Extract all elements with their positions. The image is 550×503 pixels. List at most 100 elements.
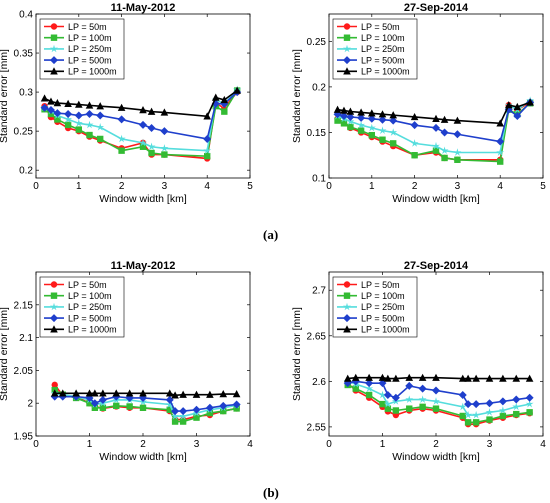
- data-point: [97, 135, 104, 143]
- x-tick-label: 4: [204, 181, 210, 192]
- y-tick-label: 0.25: [307, 37, 327, 48]
- data-point: [148, 149, 155, 157]
- data-point: [50, 389, 59, 397]
- chart-panel-4: 27-Sep-2014 0 1 2 3 4 2.55 2.6 2.65 2.7 Window wid…: [291, 260, 546, 463]
- y-tick-label: 2.05: [14, 366, 34, 377]
- legend-label: LP = 250m: [361, 44, 405, 54]
- data-point: [171, 418, 179, 425]
- legend-marker: [343, 67, 351, 75]
- y-tick-label: 2.65: [307, 331, 327, 342]
- data-point: [472, 374, 480, 382]
- data-point: [440, 115, 449, 123]
- chart-panel-2: 27-Sep-2014 0 1 2 3 4 5 0.1 0.15 0.2 0.25 Window wi…: [291, 2, 546, 205]
- data-point: [526, 98, 534, 106]
- data-point: [472, 400, 481, 409]
- data-point: [203, 112, 211, 120]
- data-point: [54, 116, 61, 123]
- data-point: [391, 393, 400, 402]
- series-5: [333, 98, 534, 127]
- data-point: [453, 130, 462, 139]
- data-point: [379, 400, 386, 408]
- data-point: [221, 108, 228, 115]
- data-point: [74, 119, 83, 127]
- data-point: [525, 393, 534, 402]
- data-point: [64, 99, 72, 108]
- data-point: [365, 379, 374, 388]
- data-point: [340, 120, 348, 127]
- data-point: [486, 416, 493, 423]
- legend-marker: [343, 325, 351, 333]
- data-point: [86, 131, 93, 139]
- data-point: [117, 134, 126, 143]
- data-point: [126, 403, 133, 410]
- data-point: [166, 406, 173, 413]
- data-point: [72, 389, 80, 397]
- data-point: [504, 101, 513, 109]
- series-line: [54, 389, 237, 423]
- legend-label: LP = 500m: [68, 55, 112, 65]
- data-point: [165, 400, 174, 408]
- data-point: [513, 102, 522, 111]
- data-point: [405, 395, 414, 403]
- data-point: [339, 112, 348, 121]
- legend-label: LP = 100m: [68, 291, 112, 301]
- y-tick-label: 2.55: [307, 422, 327, 433]
- data-point: [378, 126, 387, 135]
- x-axis-label: Window width [km]: [99, 193, 187, 205]
- data-point: [179, 407, 188, 416]
- data-point: [219, 390, 228, 398]
- data-point: [64, 109, 73, 118]
- legend-marker: [343, 314, 351, 323]
- data-point: [383, 391, 392, 399]
- series-line: [54, 392, 237, 397]
- data-point: [453, 116, 462, 124]
- data-point: [390, 140, 397, 147]
- chart-title: 27-Sep-2014: [404, 260, 469, 272]
- data-point: [496, 119, 504, 127]
- series-5: [343, 373, 534, 382]
- data-point: [85, 109, 94, 118]
- data-point: [139, 389, 147, 397]
- series-line: [54, 395, 237, 412]
- series-line: [347, 380, 530, 416]
- data-point: [139, 143, 147, 150]
- data-point: [432, 405, 440, 412]
- data-point: [64, 121, 72, 129]
- data-point: [160, 144, 169, 152]
- data-point: [139, 106, 147, 114]
- data-point: [91, 389, 99, 397]
- data-point: [453, 148, 462, 156]
- data-point: [352, 385, 359, 392]
- data-point: [392, 374, 400, 382]
- x-tick-label: 3: [455, 181, 461, 192]
- data-point: [497, 158, 504, 165]
- data-point: [192, 405, 201, 414]
- y-tick-label: 1.95: [14, 432, 34, 443]
- y-tick-label: 0.3: [19, 88, 33, 99]
- data-point: [340, 106, 348, 114]
- legend-marker: [50, 56, 58, 65]
- data-point: [203, 134, 212, 143]
- data-point: [459, 412, 466, 420]
- y-axis-label: Standard error [mm]: [291, 49, 303, 143]
- legend-marker: [50, 292, 58, 299]
- data-point: [98, 395, 107, 404]
- data-point: [96, 123, 105, 131]
- data-point: [392, 407, 400, 414]
- data-point: [496, 148, 505, 156]
- data-point: [206, 390, 214, 398]
- data-point: [112, 389, 121, 397]
- data-point: [526, 409, 533, 416]
- data-point: [75, 100, 83, 108]
- y-tick-label: 2.6: [312, 377, 326, 388]
- legend-marker: [50, 23, 58, 30]
- legend-label: LP = 100m: [68, 33, 112, 43]
- y-tick-label: 2.1: [19, 333, 33, 344]
- data-point: [96, 111, 105, 120]
- y-tick-label: 2: [27, 399, 33, 410]
- data-point: [365, 391, 373, 399]
- x-tick-label: 3: [162, 181, 168, 192]
- data-point: [161, 151, 168, 158]
- legend-label: LP = 500m: [68, 313, 112, 323]
